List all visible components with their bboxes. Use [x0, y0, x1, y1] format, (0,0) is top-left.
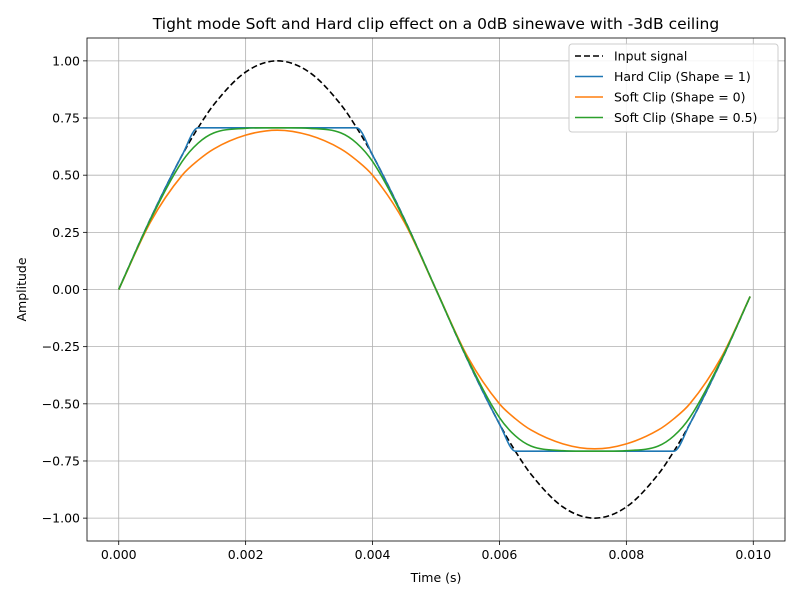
legend-label: Soft Clip (Shape = 0.5) — [614, 110, 757, 125]
x-tick-label: 0.004 — [355, 547, 391, 562]
x-axis-label: Time (s) — [410, 570, 462, 585]
legend-label: Input signal — [614, 49, 687, 64]
legend-label: Hard Clip (Shape = 1) — [614, 69, 751, 84]
y-tick-label: 0.25 — [52, 225, 80, 240]
x-tick-label: 0.008 — [608, 547, 644, 562]
x-tick-label: 0.000 — [101, 547, 137, 562]
x-tick-label: 0.010 — [735, 547, 771, 562]
y-tick-label: 0.00 — [52, 282, 80, 297]
legend-label: Soft Clip (Shape = 0) — [614, 90, 746, 105]
x-tick-label: 0.006 — [482, 547, 518, 562]
y-axis-label: Amplitude — [14, 257, 29, 321]
y-tick-label: −0.75 — [42, 453, 80, 468]
y-tick-label: 1.00 — [52, 53, 80, 68]
y-tick-label: 0.50 — [52, 168, 80, 183]
y-tick-label: −0.25 — [42, 339, 80, 354]
series-line-soft-clip-shape-0-5 — [118, 126, 751, 453]
legend: Input signal Hard Clip (Shape = 1) Soft Cl… — [568, 43, 779, 133]
legend-box — [568, 43, 779, 133]
x-tick-label: 0.002 — [228, 547, 264, 562]
y-tick-label: 0.75 — [52, 111, 80, 126]
y-tick-label: −1.00 — [42, 511, 80, 526]
series-lines — [118, 60, 751, 519]
axis-ticks: 0.000 0.002 0.004 0.006 0.008 0.010 −1.00 −0.75… — [42, 53, 772, 562]
chart-title: Tight mode Soft and Hard clip effect on … — [152, 15, 719, 33]
y-tick-label: −0.50 — [42, 396, 80, 411]
